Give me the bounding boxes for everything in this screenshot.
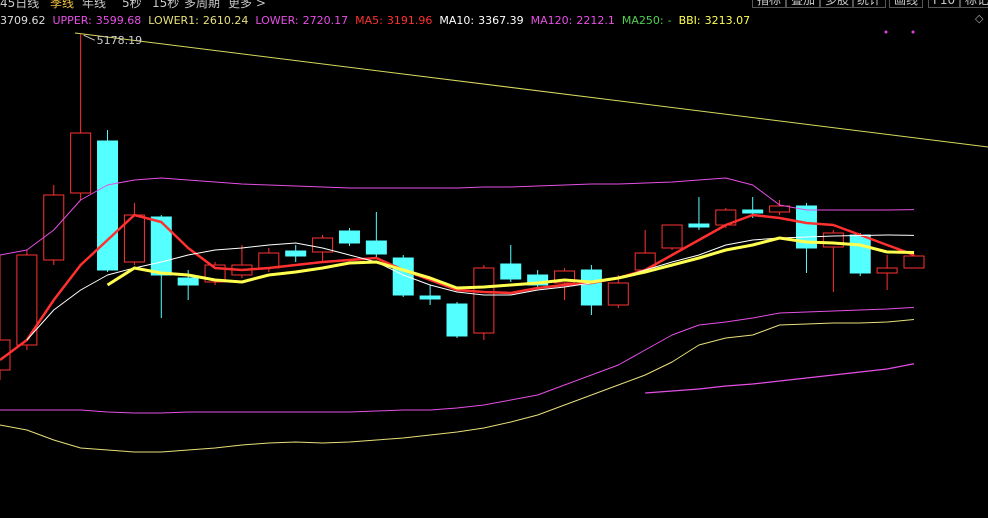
indicator-line bbox=[0, 319, 915, 453]
indicator-line bbox=[645, 363, 915, 394]
candle-body bbox=[903, 255, 925, 269]
legend-entry: UPPER: 3599.68 bbox=[53, 14, 142, 27]
tool-button[interactable]: 叠加 bbox=[786, 0, 821, 8]
legend-value: 3213.07 bbox=[704, 14, 751, 27]
legend-entry: LOWER: 2720.17 bbox=[255, 14, 348, 27]
tool-button[interactable]: 标记 bbox=[960, 0, 988, 8]
tool-button[interactable]: 统计 bbox=[852, 0, 887, 8]
legend-value: 3599.68 bbox=[95, 14, 142, 27]
icon: ◇ bbox=[975, 12, 984, 25]
legend-name: MA10 bbox=[439, 14, 471, 27]
candle-body bbox=[16, 254, 38, 346]
candle-body bbox=[285, 250, 307, 257]
legend-entry: LOWER1: 2610.24 bbox=[148, 14, 248, 27]
period-tab[interactable]: 多周期 bbox=[184, 0, 221, 10]
candle-body bbox=[661, 224, 683, 249]
legend-value: 3191.96 bbox=[386, 14, 433, 27]
trend-line bbox=[74, 32, 988, 148]
candle-body bbox=[365, 240, 387, 255]
candle-body bbox=[419, 295, 441, 300]
candle-body bbox=[177, 277, 199, 286]
candle-body bbox=[446, 303, 468, 337]
legend-separator: : bbox=[379, 14, 383, 27]
legend-value: 2720.17 bbox=[302, 14, 349, 27]
legend-separator: : bbox=[88, 14, 92, 27]
high-annotation: 5178.19 bbox=[97, 34, 143, 47]
period-tab[interactable]: 年线 bbox=[82, 0, 107, 10]
legend-entry: MA250: - bbox=[622, 14, 672, 27]
period-tab[interactable]: 更多 > bbox=[228, 0, 266, 10]
toolbar: 45日线 季线 年线 5秒 15秒 多周期 更多 > 指标 叠加 多股 统计 画线 F10 标记 bbox=[0, 0, 988, 10]
legend-entry: MA5: 3191.96 bbox=[355, 14, 432, 27]
candle-body bbox=[473, 267, 495, 334]
legend-name: MA250 bbox=[621, 14, 660, 27]
legend-value: - bbox=[667, 14, 672, 27]
tool-button[interactable]: 画线 bbox=[889, 0, 924, 8]
candle-body bbox=[769, 205, 791, 213]
annotation-arrow bbox=[83, 34, 95, 41]
indicator-line bbox=[26, 234, 915, 341]
candle-body bbox=[580, 269, 602, 306]
dot bbox=[884, 30, 888, 34]
candle-body bbox=[43, 194, 65, 261]
legend-name: MA5 bbox=[355, 14, 380, 27]
legend-value: 2610.24 bbox=[202, 14, 249, 27]
candle-body bbox=[70, 132, 92, 194]
top-value: 3709.62 bbox=[0, 14, 46, 27]
legend-entry: MA10: 3367.39 bbox=[439, 14, 523, 27]
indicator-line bbox=[106, 236, 915, 290]
candle-body bbox=[312, 237, 334, 253]
candle-body bbox=[150, 216, 172, 276]
indicator-line bbox=[0, 177, 915, 256]
indicator-line bbox=[0, 306, 915, 414]
period-tab[interactable]: 45日线 bbox=[0, 0, 40, 10]
legend-value: 3367.39 bbox=[478, 14, 524, 27]
candle-body bbox=[742, 209, 764, 214]
legend-separator: : bbox=[659, 14, 664, 27]
legend-name: UPPER bbox=[52, 14, 89, 27]
period-tab[interactable]: 15秒 bbox=[152, 0, 180, 10]
candle-body bbox=[849, 234, 871, 274]
dot bbox=[911, 30, 915, 34]
tool-button[interactable]: F10 bbox=[928, 0, 961, 8]
legend-separator: : bbox=[294, 14, 299, 27]
indicator-line bbox=[0, 213, 915, 362]
candle-body bbox=[97, 140, 119, 271]
candle-body bbox=[500, 263, 522, 280]
candle-body bbox=[876, 267, 898, 274]
legend: 3709.62 UPPER: 3599.68 LOWER1: 2610.24 LOWER… bbox=[0, 14, 750, 27]
legend-entry: MA120: 2212.1 bbox=[531, 14, 615, 27]
legend-separator: : bbox=[470, 14, 475, 27]
legend-separator: : bbox=[195, 14, 199, 27]
candle-body bbox=[258, 252, 280, 269]
legend-separator: : bbox=[568, 14, 573, 27]
legend-name: MA120 bbox=[530, 14, 569, 27]
legend-name: LOWER1 bbox=[148, 14, 196, 27]
tool-button[interactable]: 多股 bbox=[820, 0, 855, 8]
legend-separator: : bbox=[696, 14, 701, 27]
candle-body bbox=[607, 282, 629, 306]
legend-entry: BBI: 3213.07 bbox=[679, 14, 751, 27]
legend-name: BBI bbox=[678, 14, 697, 27]
tool-button[interactable]: 指标 bbox=[752, 0, 787, 8]
period-tab[interactable]: 5秒 bbox=[122, 0, 142, 10]
legend-value: 2212.1 bbox=[576, 14, 615, 27]
candle-body bbox=[338, 230, 360, 244]
legend-name: LOWER bbox=[255, 14, 295, 27]
candle-body bbox=[527, 274, 549, 286]
candle-body bbox=[688, 223, 710, 228]
period-tab[interactable]: 季线 bbox=[50, 0, 75, 10]
candle-body bbox=[392, 257, 414, 296]
